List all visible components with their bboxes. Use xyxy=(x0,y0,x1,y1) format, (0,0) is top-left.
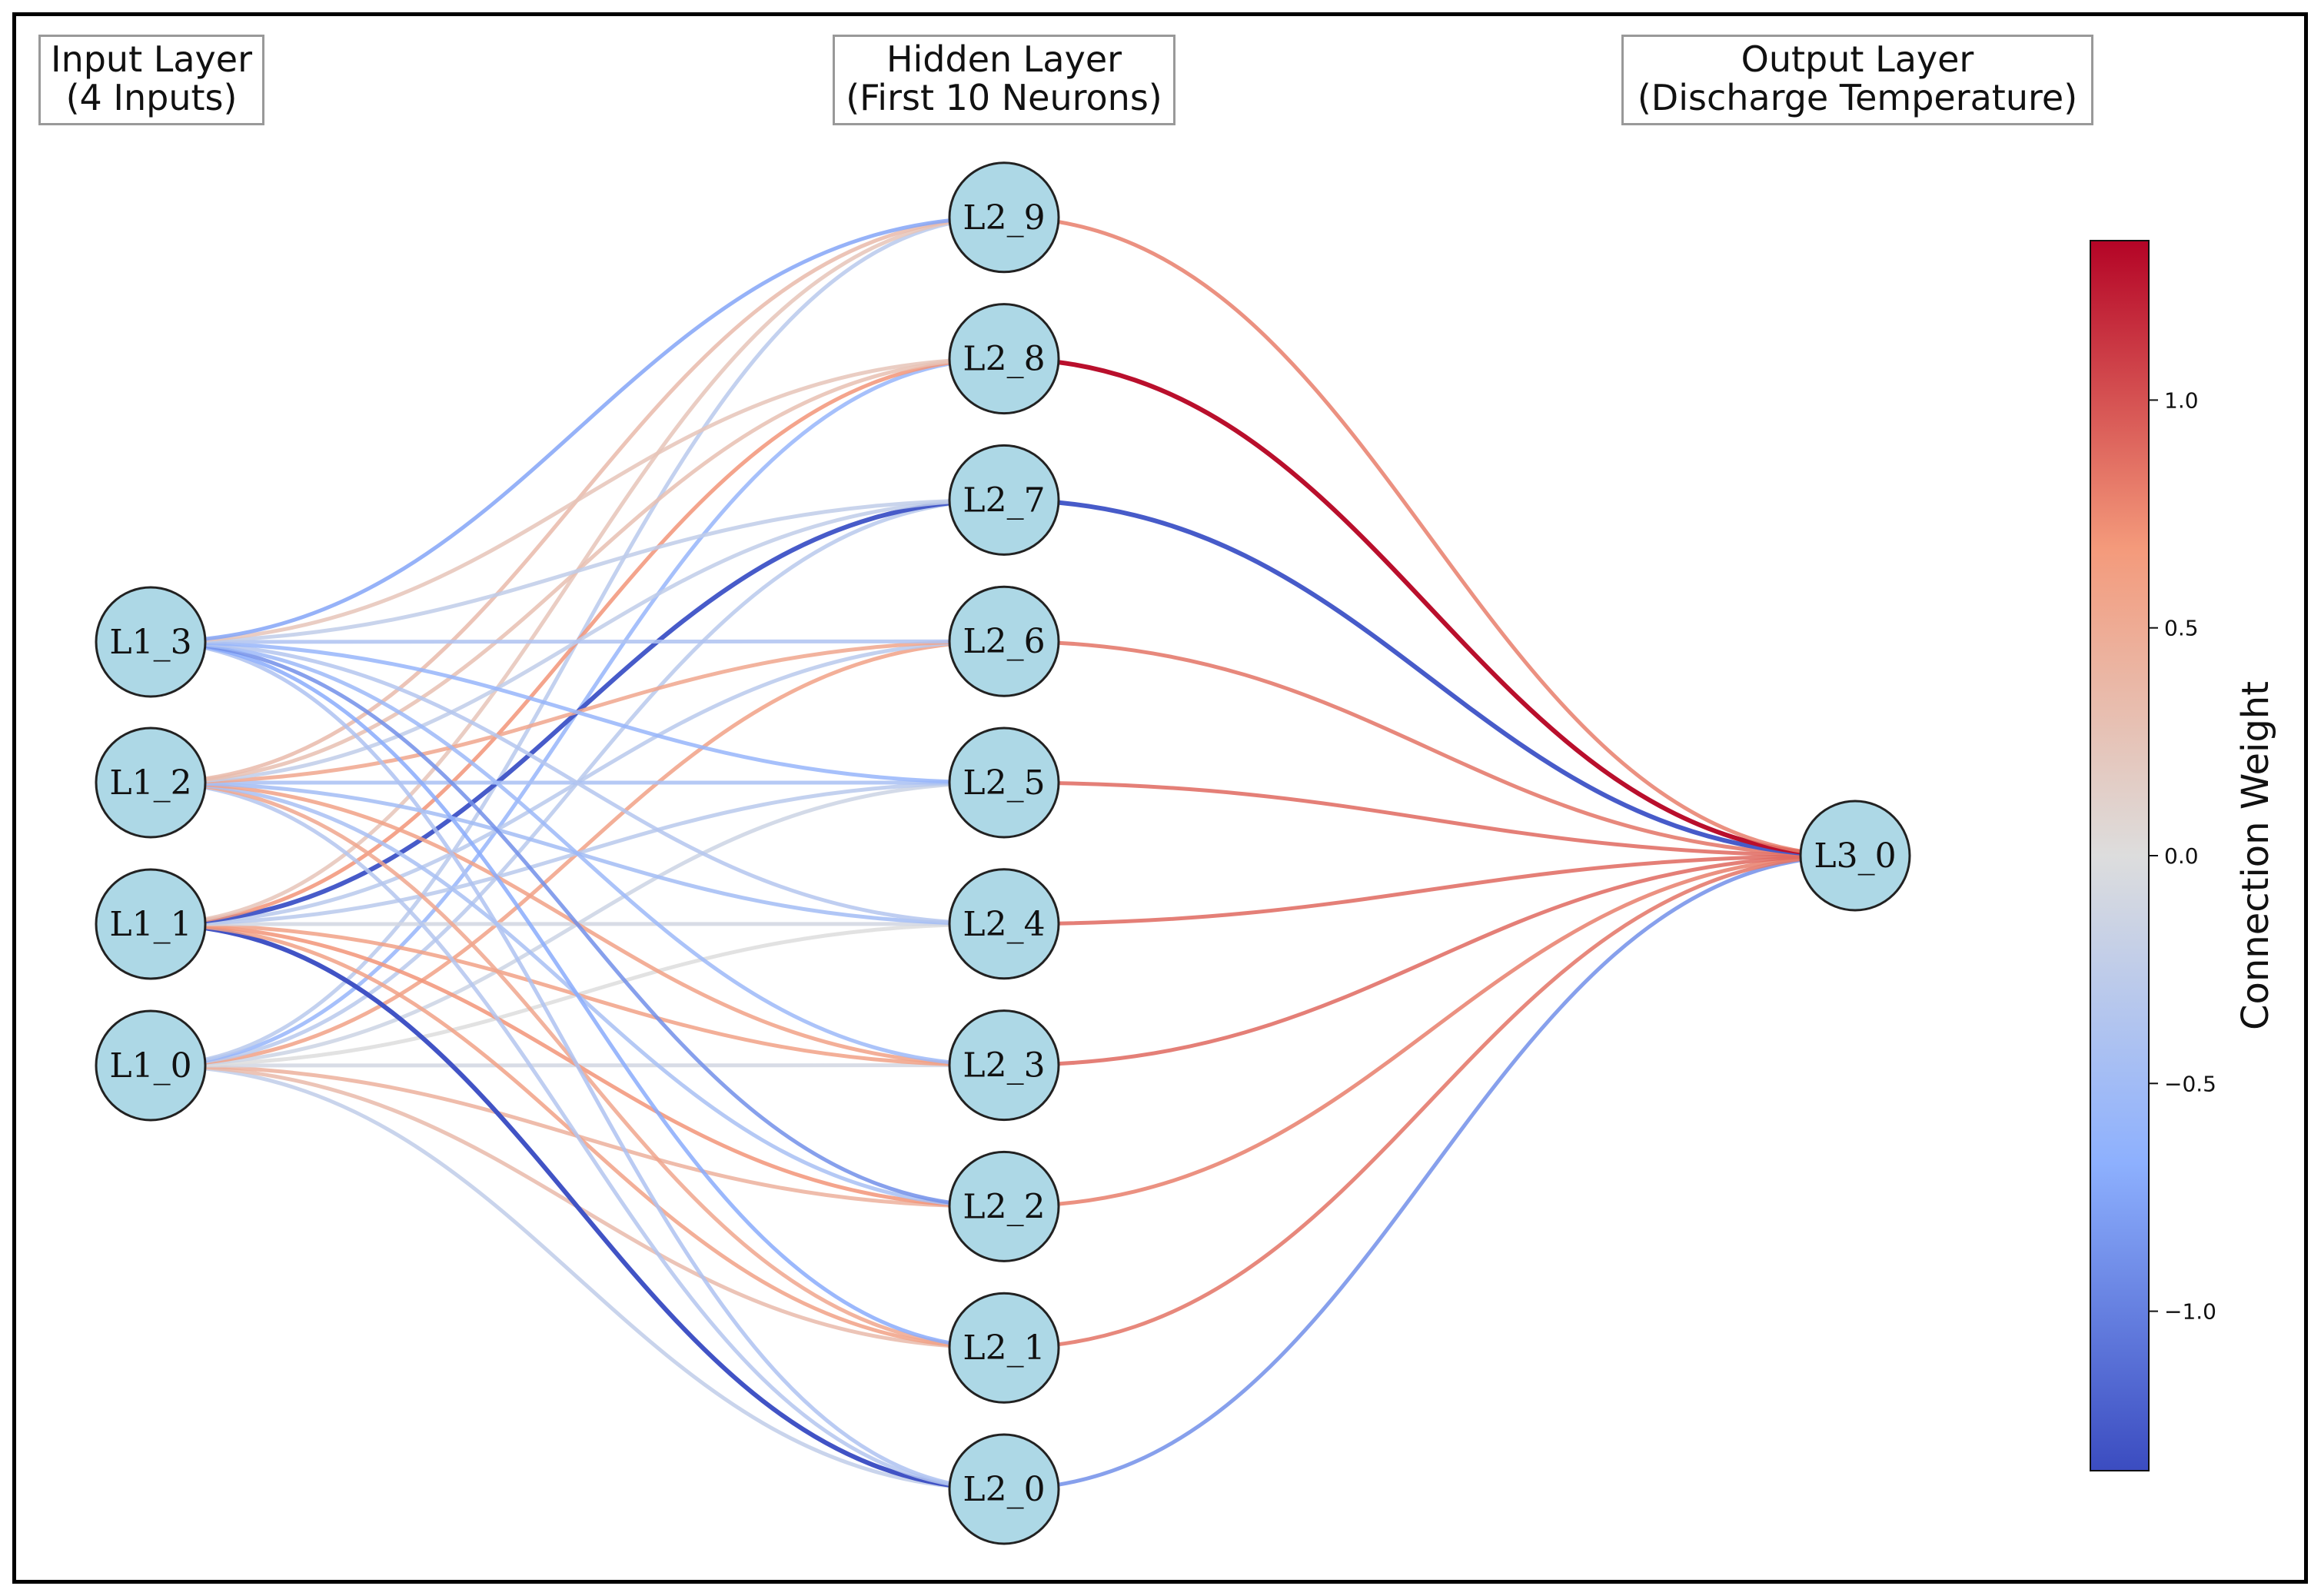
node-label: L2_5 xyxy=(963,763,1045,803)
output-layer-title: Output Layer xyxy=(1741,38,1974,80)
node-L1_0: L1_0 xyxy=(95,1009,207,1122)
node-circle xyxy=(948,585,1060,697)
nodes-group: L1_0 L1_1 L1_2 L1_3 L2_0 L2_1 L2_2 L2_3 L2_4 L2_5… xyxy=(95,161,1911,1545)
edge-L2_9-L3_0 xyxy=(1003,215,1856,858)
node-label: L2_9 xyxy=(963,198,1045,238)
colorbar-tick-label: −1.0 xyxy=(2164,1299,2216,1325)
node-L2_8: L2_8 xyxy=(948,303,1060,415)
edge-L2_4-L3_0 xyxy=(1003,853,1856,926)
node-label: L2_1 xyxy=(963,1328,1045,1368)
node-circle xyxy=(95,586,207,698)
edge-L1_3-L2_1 xyxy=(150,640,1005,1350)
node-circle xyxy=(948,1433,1060,1545)
edge-L1_3-L2_4 xyxy=(150,640,1005,926)
node-L1_3: L1_3 xyxy=(95,586,207,698)
node-circle xyxy=(95,1009,207,1122)
node-L2_9: L2_9 xyxy=(948,161,1060,274)
node-circle xyxy=(948,1292,1060,1404)
edge-L1_3-L2_7 xyxy=(150,497,1005,644)
edge-L2_2-L3_0 xyxy=(1003,853,1856,1209)
colorbar-tick-label: 0.0 xyxy=(2164,843,2199,869)
node-L1_1: L1_1 xyxy=(95,868,207,980)
node-circle xyxy=(948,444,1060,556)
input-layer-label: Input Layer (4 Inputs) xyxy=(38,35,264,125)
node-L3_0: L3_0 xyxy=(1799,800,1911,912)
colorbar-tick-label: 1.0 xyxy=(2164,387,2199,413)
connections-group xyxy=(150,215,1856,1491)
node-L2_7: L2_7 xyxy=(948,444,1060,556)
node-label: L3_0 xyxy=(1814,836,1896,876)
node-L1_2: L1_2 xyxy=(95,727,207,839)
edge-L2_1-L3_0 xyxy=(1003,853,1856,1350)
node-L2_4: L2_4 xyxy=(948,868,1060,980)
node-circle xyxy=(948,303,1060,415)
input-layer-subtitle: (4 Inputs) xyxy=(65,77,238,118)
node-circle xyxy=(948,727,1060,839)
node-circle xyxy=(948,1009,1060,1122)
node-label: L2_3 xyxy=(963,1046,1045,1086)
node-L2_0: L2_0 xyxy=(948,1433,1060,1545)
colorbar-ticks: 1.0 0.5 0.0 −0.5 −1.0 xyxy=(2149,387,2216,1325)
node-L2_1: L2_1 xyxy=(948,1292,1060,1404)
colorbar-tick-label: −0.5 xyxy=(2164,1071,2216,1096)
node-circle xyxy=(1799,800,1911,912)
node-L2_2: L2_2 xyxy=(948,1150,1060,1262)
node-label: L1_2 xyxy=(109,763,191,803)
node-circle xyxy=(95,727,207,839)
edge-L1_0-L2_0 xyxy=(150,1063,1005,1491)
edge-L1_3-L2_0 xyxy=(150,640,1005,1491)
hidden-layer-subtitle: (First 10 Neurons) xyxy=(846,77,1162,118)
edge-L2_3-L3_0 xyxy=(1003,853,1856,1068)
edge-L2_0-L3_0 xyxy=(1003,853,1856,1491)
input-layer-title: Input Layer xyxy=(51,38,252,80)
edge-L1_3-L2_9 xyxy=(150,215,1005,644)
node-label: L2_0 xyxy=(963,1470,1045,1509)
node-label: L1_3 xyxy=(109,623,191,662)
figure-frame xyxy=(12,12,2308,1584)
edge-L1_2-L2_0 xyxy=(150,780,1005,1491)
node-circle xyxy=(95,868,207,980)
node-circle xyxy=(948,868,1060,980)
edge-L1_3-L2_3 xyxy=(150,640,1005,1068)
node-label: L1_0 xyxy=(109,1046,191,1086)
colorbar-title: Connection Weight xyxy=(2234,681,2277,1030)
colorbar-tick-label: 0.5 xyxy=(2164,616,2199,641)
node-label: L2_4 xyxy=(963,905,1045,944)
node-label: L2_2 xyxy=(963,1187,1045,1226)
edge-L2_7-L3_0 xyxy=(1003,497,1856,858)
edge-L1_3-L2_6 xyxy=(150,639,1005,644)
edge-L2_5-L3_0 xyxy=(1003,780,1856,858)
hidden-layer-title: Hidden Layer xyxy=(886,38,1122,80)
node-label: L1_1 xyxy=(109,905,191,944)
node-circle xyxy=(948,161,1060,274)
hidden-layer-label: Hidden Layer (First 10 Neurons) xyxy=(833,35,1175,125)
node-label: L2_7 xyxy=(963,480,1045,520)
output-layer-label: Output Layer (Discharge Temperature) xyxy=(1621,35,2093,125)
output-layer-subtitle: (Discharge Temperature) xyxy=(1637,77,2078,118)
node-L2_3: L2_3 xyxy=(948,1009,1060,1122)
edge-L1_3-L2_8 xyxy=(150,357,1005,644)
colorbar: 1.0 0.5 0.0 −0.5 −1.0 Connection Weight xyxy=(2090,240,2277,1471)
colorbar-gradient xyxy=(2090,240,2150,1471)
node-L2_5: L2_5 xyxy=(948,727,1060,839)
node-label: L2_8 xyxy=(963,340,1045,379)
edge-L2_8-L3_0 xyxy=(1003,356,1856,858)
node-label: L2_6 xyxy=(963,622,1045,661)
edge-L1_3-L2_5 xyxy=(150,640,1005,785)
node-L2_6: L2_6 xyxy=(948,585,1060,697)
edge-L2_6-L3_0 xyxy=(1003,639,1856,858)
node-circle xyxy=(948,1150,1060,1262)
edge-L1_1-L2_0 xyxy=(150,922,1005,1491)
edge-L1_3-L2_2 xyxy=(150,640,1005,1209)
